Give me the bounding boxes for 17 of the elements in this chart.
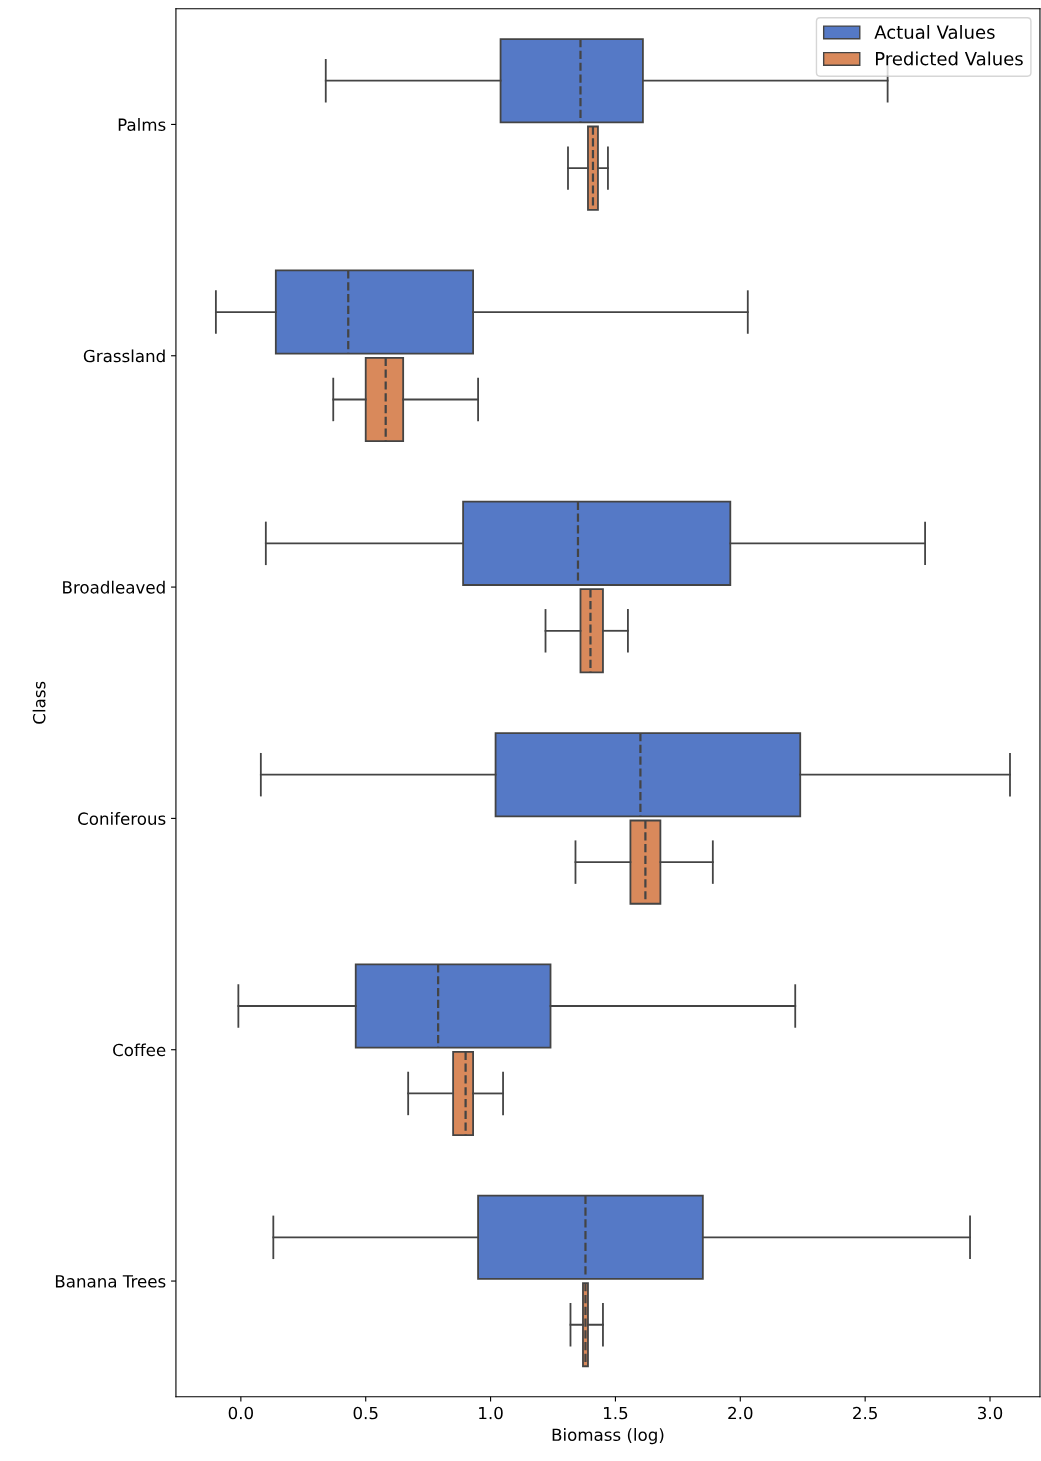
legend-label: Actual Values	[874, 25, 995, 39]
x-tick-label: 0.5	[353, 1406, 378, 1420]
x-tick-label: 3.0	[978, 1406, 1003, 1420]
x-tick-label: 2.0	[728, 1406, 753, 1420]
y-tick-label: Broadleaved	[63, 580, 165, 594]
x-axis-title: Biomass (log)	[552, 1428, 664, 1445]
y-tick-label: Coniferous	[78, 812, 166, 825]
x-tick-label: 1.0	[479, 1406, 503, 1420]
y-axis-title: Class	[32, 681, 46, 724]
y-tick-label: Palms	[118, 118, 166, 131]
y-tick-label: Grassland	[83, 349, 165, 363]
x-tick-label: 2.5	[853, 1406, 877, 1420]
y-tick-label: Coffee	[113, 1043, 166, 1057]
x-tick-label: 0.0	[228, 1406, 253, 1420]
legend-label: Predicted Values	[876, 51, 1023, 66]
x-tick-label: 1.5	[604, 1406, 628, 1420]
y-tick-label: Banana Trees	[55, 1275, 166, 1288]
